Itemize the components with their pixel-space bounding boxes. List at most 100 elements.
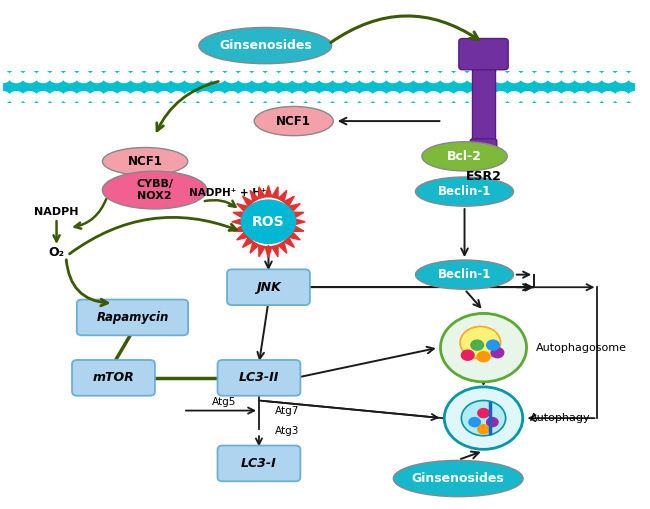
Circle shape xyxy=(36,92,51,103)
Circle shape xyxy=(184,92,198,103)
Circle shape xyxy=(251,71,266,82)
Circle shape xyxy=(292,92,306,103)
Text: Autophagy: Autophagy xyxy=(530,413,591,423)
Circle shape xyxy=(477,352,490,362)
FancyBboxPatch shape xyxy=(218,360,300,395)
Circle shape xyxy=(116,71,131,82)
Text: ESR2: ESR2 xyxy=(465,170,501,183)
Circle shape xyxy=(467,71,481,82)
Circle shape xyxy=(491,348,504,358)
Circle shape xyxy=(601,71,616,82)
Circle shape xyxy=(462,401,506,436)
Circle shape xyxy=(170,92,185,103)
Circle shape xyxy=(318,92,333,103)
FancyBboxPatch shape xyxy=(77,300,188,335)
Ellipse shape xyxy=(422,142,507,171)
Circle shape xyxy=(507,71,521,82)
Polygon shape xyxy=(272,187,278,199)
Circle shape xyxy=(305,92,320,103)
Circle shape xyxy=(588,92,602,103)
Circle shape xyxy=(547,92,562,103)
Circle shape xyxy=(471,340,484,350)
Circle shape xyxy=(211,92,226,103)
Polygon shape xyxy=(284,196,294,207)
Polygon shape xyxy=(242,237,253,247)
Polygon shape xyxy=(250,242,259,253)
Text: Autophagosome: Autophagosome xyxy=(536,343,627,353)
Circle shape xyxy=(49,92,64,103)
Circle shape xyxy=(574,92,589,103)
Circle shape xyxy=(521,71,535,82)
Circle shape xyxy=(372,71,387,82)
Polygon shape xyxy=(265,247,272,258)
Text: LC3-II: LC3-II xyxy=(239,372,279,384)
Polygon shape xyxy=(284,237,294,247)
Circle shape xyxy=(426,71,441,82)
Circle shape xyxy=(561,92,575,103)
Ellipse shape xyxy=(103,148,188,175)
Circle shape xyxy=(574,71,589,82)
Text: NCF1: NCF1 xyxy=(276,115,311,128)
Ellipse shape xyxy=(415,177,514,206)
Circle shape xyxy=(487,340,499,350)
Circle shape xyxy=(22,92,37,103)
Text: O₂: O₂ xyxy=(49,246,64,260)
Circle shape xyxy=(63,92,77,103)
Circle shape xyxy=(9,71,23,82)
Circle shape xyxy=(130,71,145,82)
Circle shape xyxy=(103,92,118,103)
Circle shape xyxy=(265,71,279,82)
Polygon shape xyxy=(250,190,259,202)
Circle shape xyxy=(615,71,629,82)
Circle shape xyxy=(462,350,474,360)
Circle shape xyxy=(493,92,508,103)
Text: JNK: JNK xyxy=(256,281,281,294)
Text: Atg3: Atg3 xyxy=(275,426,299,436)
Circle shape xyxy=(22,71,37,82)
Circle shape xyxy=(386,92,400,103)
Text: Ginsenosides: Ginsenosides xyxy=(412,472,504,485)
FancyBboxPatch shape xyxy=(218,445,300,482)
Circle shape xyxy=(90,92,104,103)
FancyBboxPatch shape xyxy=(227,269,310,305)
Ellipse shape xyxy=(103,171,207,209)
Polygon shape xyxy=(237,232,248,240)
Circle shape xyxy=(534,71,549,82)
Circle shape xyxy=(615,92,629,103)
Circle shape xyxy=(441,314,526,382)
Circle shape xyxy=(144,71,158,82)
Circle shape xyxy=(116,92,131,103)
Circle shape xyxy=(49,71,64,82)
Circle shape xyxy=(439,71,454,82)
Text: Ginsenosides: Ginsenosides xyxy=(219,39,311,52)
Circle shape xyxy=(413,71,427,82)
Circle shape xyxy=(345,92,360,103)
Circle shape xyxy=(251,92,266,103)
Circle shape xyxy=(480,92,495,103)
Circle shape xyxy=(224,92,239,103)
Circle shape xyxy=(478,425,489,434)
Circle shape xyxy=(359,92,373,103)
Circle shape xyxy=(318,71,333,82)
Circle shape xyxy=(547,71,562,82)
Circle shape xyxy=(345,71,360,82)
Polygon shape xyxy=(292,225,304,232)
Circle shape xyxy=(238,92,252,103)
Circle shape xyxy=(561,71,575,82)
Text: Bcl-2: Bcl-2 xyxy=(447,150,482,163)
Circle shape xyxy=(157,92,172,103)
Circle shape xyxy=(157,71,172,82)
Circle shape xyxy=(130,92,145,103)
FancyBboxPatch shape xyxy=(472,61,495,154)
Text: Atg5: Atg5 xyxy=(212,397,237,407)
Circle shape xyxy=(453,92,467,103)
Circle shape xyxy=(399,71,414,82)
Circle shape xyxy=(521,92,535,103)
Polygon shape xyxy=(294,218,305,225)
Circle shape xyxy=(480,71,495,82)
Circle shape xyxy=(628,71,643,82)
Ellipse shape xyxy=(254,106,333,136)
Circle shape xyxy=(487,417,498,427)
Text: ROS: ROS xyxy=(252,215,285,229)
Text: NADPH: NADPH xyxy=(34,207,79,217)
